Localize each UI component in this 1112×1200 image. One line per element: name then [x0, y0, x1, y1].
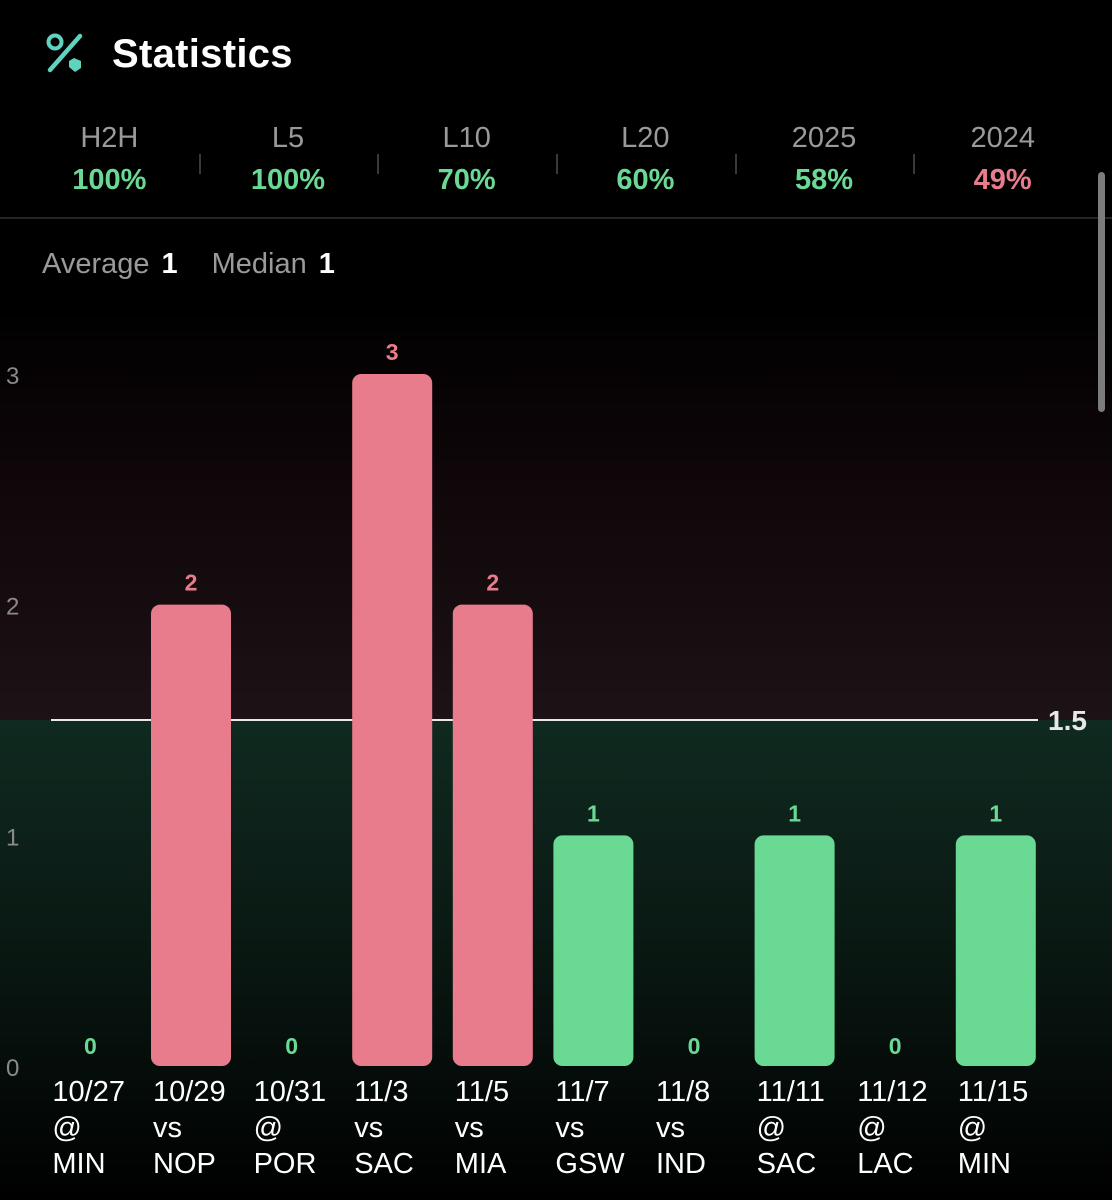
x-tick-label: LAC [857, 1148, 913, 1180]
tab-l5[interactable]: L5 100% [198, 116, 378, 206]
tab-label: 2024 [970, 122, 1035, 154]
bar-value-label: 0 [285, 1033, 298, 1059]
x-tick-label: SAC [757, 1148, 817, 1180]
tab-2025[interactable]: 2025 58% [734, 116, 914, 206]
x-tick-label: vs [153, 1112, 182, 1144]
bar [452, 604, 533, 1066]
x-tick-label: 11/15 [958, 1076, 1028, 1108]
x-tick-label: 10/27 [52, 1076, 125, 1108]
x-tick-label: 11/3 [354, 1076, 408, 1108]
x-tick-label: MIA [455, 1148, 507, 1180]
threshold-label: 1.5 [1048, 705, 1087, 736]
bar-value-label: 0 [84, 1033, 97, 1059]
statistics-header: Statistics [44, 28, 293, 80]
tab-l20[interactable]: L20 60% [556, 116, 735, 206]
tab-label: L20 [621, 122, 670, 154]
x-tick-label: 11/8 [656, 1076, 710, 1108]
bar-value-label: 1 [989, 800, 1002, 826]
bar [754, 835, 835, 1066]
average-label: Average [42, 248, 150, 280]
page-title: Statistics [112, 31, 293, 76]
x-tick-label: POR [254, 1148, 317, 1180]
tab-label: H2H [80, 122, 139, 154]
bar [553, 835, 634, 1066]
y-tick-label: 2 [6, 594, 19, 621]
x-tick-label: 11/12 [857, 1076, 927, 1108]
average-value: 1 [161, 248, 178, 280]
median-value: 1 [318, 248, 335, 280]
x-tick-label: @ [958, 1112, 987, 1144]
x-tick-label: @ [857, 1112, 886, 1144]
x-tick-label: vs [455, 1112, 484, 1144]
x-tick-label: vs [555, 1112, 584, 1144]
bar [151, 604, 231, 1066]
bar-value-label: 2 [486, 570, 499, 596]
y-tick-label: 1 [6, 824, 19, 851]
tab-percentage: 70% [437, 164, 496, 196]
tab-percentage: 60% [616, 164, 675, 196]
bar-value-label: 0 [889, 1033, 902, 1059]
tab-percentage: 100% [250, 164, 326, 196]
x-tick-label: 11/5 [455, 1076, 509, 1108]
period-tabs: H2H 100% L5 100% L10 70% L20 60% 2025 58… [20, 116, 1092, 206]
tab-h2h[interactable]: H2H 100% [20, 116, 199, 206]
scrollbar[interactable] [1098, 172, 1105, 412]
median-label: Median [211, 248, 307, 280]
x-tick-label: MIN [958, 1148, 1011, 1180]
x-tick-label: SAC [354, 1148, 414, 1180]
y-tick-label: 3 [6, 363, 19, 390]
x-tick-label: vs [354, 1112, 383, 1144]
x-tick-label: @ [757, 1112, 786, 1144]
bar [955, 835, 1036, 1066]
x-tick-label: 11/7 [555, 1076, 609, 1108]
tab-label: 2025 [791, 122, 857, 154]
x-tick-label: IND [656, 1148, 706, 1180]
tab-l10[interactable]: L10 70% [377, 116, 556, 206]
bar-value-label: 3 [386, 339, 399, 365]
bar-value-label: 1 [788, 800, 801, 826]
tab-label: L10 [442, 122, 491, 154]
bar-value-label: 1 [587, 800, 600, 826]
tab-percentage: 58% [795, 164, 854, 196]
percent-icon [46, 33, 83, 73]
tab-percentage: 100% [72, 164, 147, 196]
x-tick-label: 10/31 [254, 1076, 327, 1108]
summary-stats: Average 1 Median 1 [42, 248, 335, 281]
x-tick-label: NOP [153, 1148, 216, 1180]
tab-2024[interactable]: 2024 49% [913, 116, 1092, 206]
tab-label: L5 [271, 122, 305, 154]
y-tick-label: 0 [6, 1055, 19, 1082]
x-tick-label: GSW [555, 1148, 625, 1180]
x-tick-label: @ [254, 1112, 283, 1144]
x-tick-label: 10/29 [153, 1076, 226, 1108]
bar-value-label: 2 [185, 570, 198, 596]
bar [352, 374, 433, 1066]
bar-value-label: 0 [688, 1033, 701, 1059]
header-divider [0, 217, 1112, 219]
tab-percentage: 49% [973, 164, 1032, 196]
x-tick-label: @ [52, 1112, 81, 1144]
x-tick-label: vs [656, 1112, 685, 1144]
x-tick-label: MIN [52, 1148, 105, 1180]
x-tick-label: 11/11 [757, 1076, 825, 1108]
